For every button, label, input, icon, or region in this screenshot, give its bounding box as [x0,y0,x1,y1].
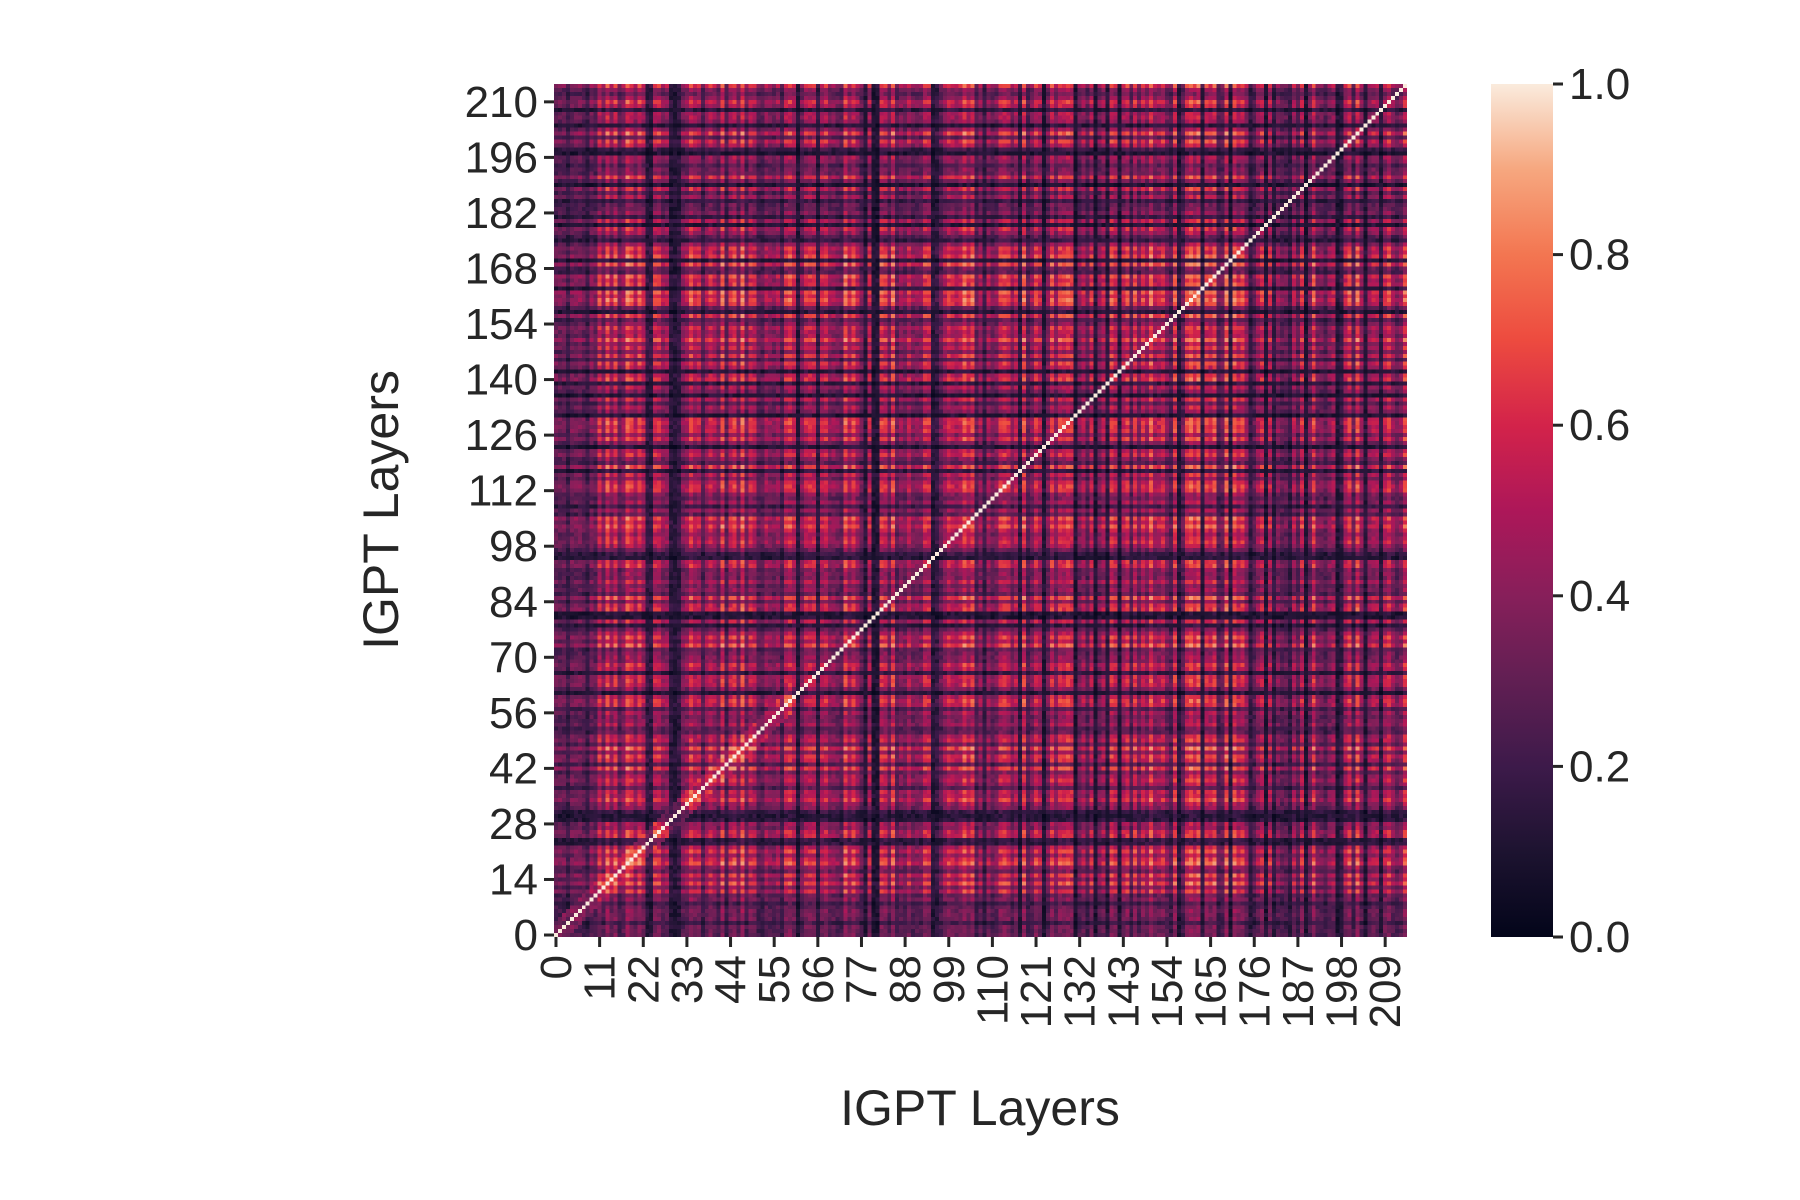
x-tick-label: 55 [750,955,799,1004]
x-tick-label: 187 [1274,955,1323,1028]
y-tick-label: 70 [489,633,538,682]
x-tick-label: 33 [663,955,712,1004]
x-tick-label: 11 [576,955,625,1001]
x-axis: 0112233445566778899110121132143154165176… [532,937,1410,1028]
heatmap-cells [554,84,1407,937]
x-tick-label: 77 [837,955,886,1004]
x-axis-label: IGPT Layers [840,1080,1120,1136]
y-tick-label: 84 [489,578,538,627]
x-tick-label: 209 [1361,955,1410,1028]
colorbar-tick-label: 0.2 [1569,742,1630,791]
y-tick-label: 0 [514,911,538,960]
y-axis-label: IGPT Layers [353,370,409,650]
y-tick-label: 168 [465,244,538,293]
colorbar-tick-label: 0.4 [1569,572,1630,621]
colorbar-tick-label: 1.0 [1569,60,1630,109]
y-tick-label: 154 [465,300,538,349]
y-tick-label: 56 [489,689,538,738]
y-tick-label: 196 [465,133,538,182]
y-tick-label: 182 [465,189,538,238]
colorbar-tick-label: 0.8 [1569,231,1630,280]
x-tick-label: 110 [968,955,1017,1025]
x-tick-label: 154 [1143,955,1192,1028]
x-tick-label: 198 [1318,955,1367,1028]
colorbar [1491,84,1553,937]
x-tick-label: 88 [881,955,930,1004]
y-tick-label: 210 [465,78,538,127]
x-tick-label: 132 [1056,955,1105,1028]
x-tick-label: 66 [794,955,843,1004]
y-tick-label: 28 [489,800,538,849]
x-tick-label: 99 [925,955,974,1004]
x-tick-label: 121 [1012,955,1061,1028]
y-tick-label: 42 [489,744,538,793]
y-axis: 0 14 28 42 56 70 84 98 112 126 140 154 168 182 196 210 [465,78,554,960]
x-tick-label: 165 [1187,955,1236,1028]
y-tick-label: 112 [468,467,538,516]
x-tick-label: 44 [707,955,756,1004]
y-tick-label: 98 [489,522,538,571]
colorbar-tick-label: 0.6 [1569,401,1630,450]
colorbar-ticks: 0.0 0.2 0.4 0.6 0.8 1.0 [1553,60,1630,962]
y-tick-label: 14 [489,855,538,904]
y-tick-label: 126 [465,411,538,460]
y-tick-label: 140 [465,356,538,405]
colorbar-tick-label: 0.0 [1569,913,1630,962]
x-tick-label: 22 [619,955,668,1004]
x-tick-label: 176 [1230,955,1279,1028]
x-tick-label: 0 [532,955,581,979]
x-tick-label: 143 [1099,955,1148,1028]
